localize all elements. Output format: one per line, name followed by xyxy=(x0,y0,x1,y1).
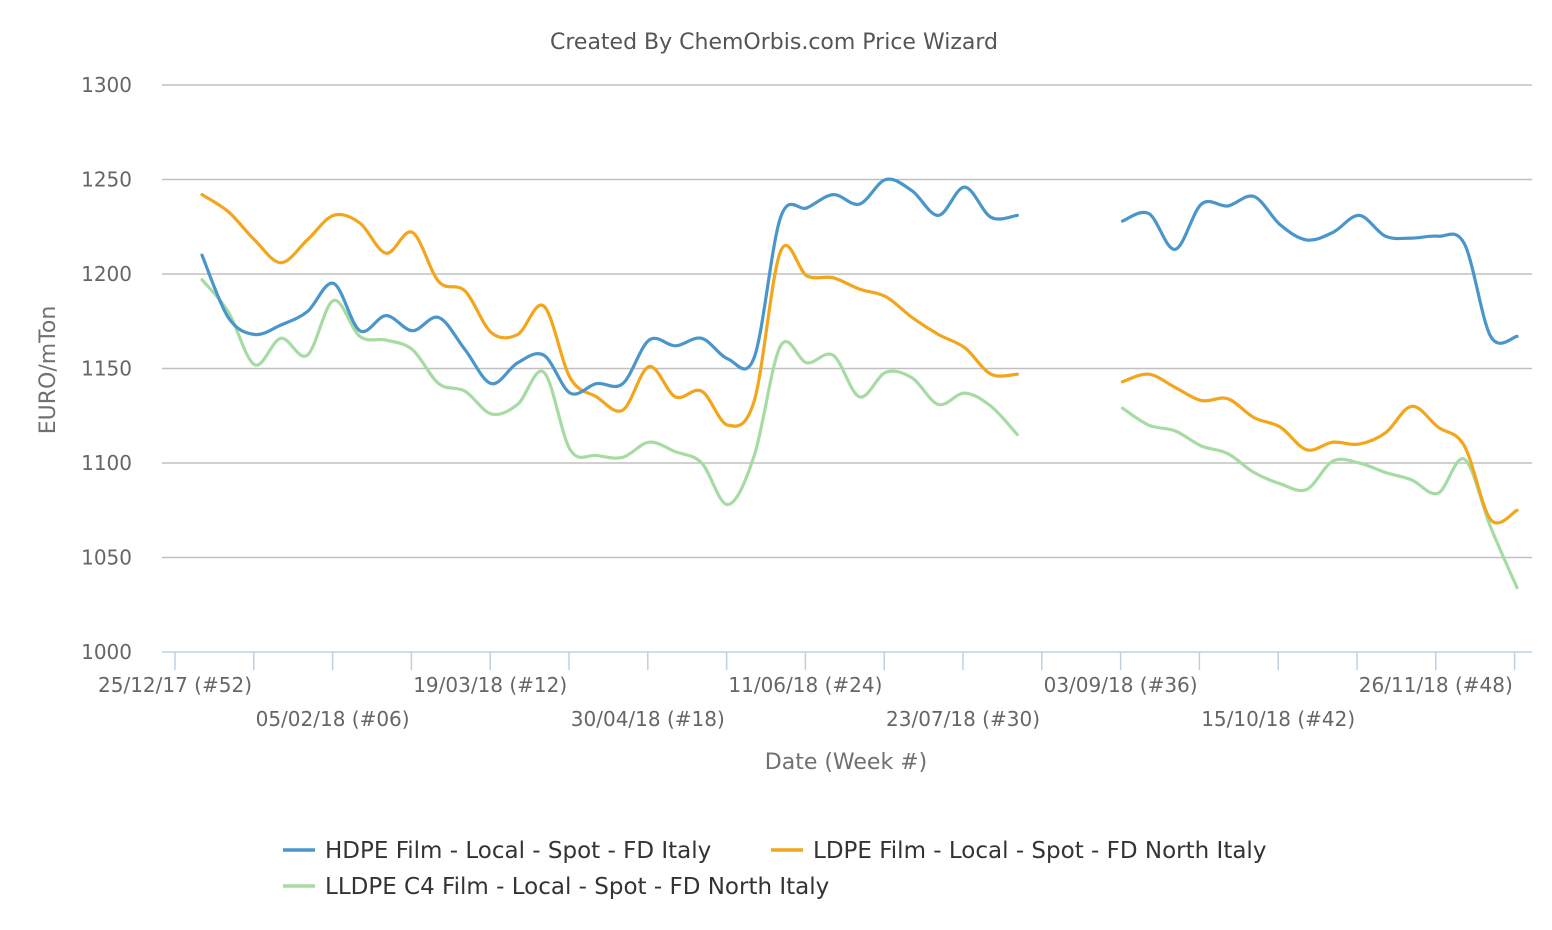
legend-label: LLDPE C4 Film - Local - Spot - FD North … xyxy=(325,874,829,900)
x-axis-title: Date (Week #) xyxy=(765,750,927,775)
grid-lines xyxy=(162,84,1532,559)
x-tick-label: 23/07/18 (#30) xyxy=(886,707,1040,731)
x-tick-label: 26/11/18 (#48) xyxy=(1359,673,1513,697)
y-axis-ticks: 1000 1050 1100 1150 1200 1250 1300 xyxy=(81,73,132,664)
series-line xyxy=(1120,194,1519,345)
series-line xyxy=(1120,372,1519,525)
y-tick-label: 1250 xyxy=(81,168,132,192)
series-line xyxy=(1120,406,1519,590)
legend-item[interactable]: HDPE Film - Local - Spot - FD Italy xyxy=(283,838,711,864)
legend-item[interactable]: LLDPE C4 Film - Local - Spot - FD North … xyxy=(283,874,829,900)
y-tick-label: 1000 xyxy=(81,640,132,664)
legend-item[interactable]: LDPE Film - Local - Spot - FD North Ital… xyxy=(771,838,1266,864)
y-tick-label: 1200 xyxy=(81,262,132,286)
x-tick-label: 15/10/18 (#42) xyxy=(1201,707,1355,731)
y-tick-label: 1050 xyxy=(81,546,132,570)
y-tick-label: 1100 xyxy=(81,451,132,475)
x-axis-ticks: 25/12/17 (#52) 19/03/18 (#12) 11/06/18 (#2… xyxy=(98,652,1516,731)
legend-label: HDPE Film - Local - Spot - FD Italy xyxy=(325,838,711,864)
x-tick-label: 19/03/18 (#12) xyxy=(413,673,567,697)
series-line xyxy=(200,177,1019,396)
series-lines xyxy=(200,177,1519,590)
series-line xyxy=(200,193,1019,428)
x-tick-label: 25/12/17 (#52) xyxy=(98,673,252,697)
y-axis-title: EURO/mTon xyxy=(36,306,61,435)
chart-title: Created By ChemOrbis.com Price Wizard xyxy=(550,30,998,55)
x-tick-label: 11/06/18 (#24) xyxy=(728,673,882,697)
x-tick-label: 30/04/18 (#18) xyxy=(571,707,725,731)
legend-label: LDPE Film - Local - Spot - FD North Ital… xyxy=(813,838,1266,864)
series-line xyxy=(200,278,1019,507)
x-tick-label: 05/02/18 (#06) xyxy=(256,707,410,731)
x-tick-label: 03/09/18 (#36) xyxy=(1044,673,1198,697)
y-tick-label: 1150 xyxy=(81,357,132,381)
legend: HDPE Film - Local - Spot - FD Italy LDPE … xyxy=(283,838,1266,900)
y-tick-label: 1300 xyxy=(81,73,132,97)
